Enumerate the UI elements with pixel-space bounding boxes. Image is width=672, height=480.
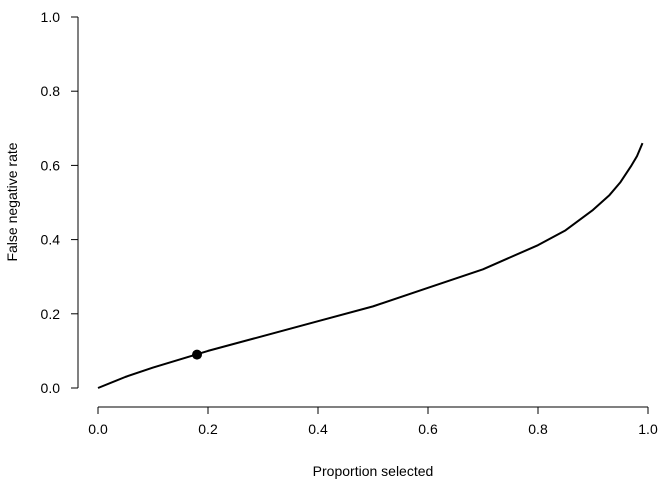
x-tick-label: 0.8 bbox=[528, 421, 548, 437]
y-tick-label: 0.4 bbox=[41, 232, 61, 248]
y-axis: 0.0 0.2 0.4 0.6 0.8 1.0 bbox=[41, 9, 79, 396]
y-tick-label: 1.0 bbox=[41, 9, 61, 25]
x-tick-label: 1.0 bbox=[638, 421, 658, 437]
x-tick-label: 0.6 bbox=[418, 421, 438, 437]
series-line bbox=[97, 142, 644, 389]
x-axis: 0.0 0.2 0.4 0.6 0.8 1.0 bbox=[88, 406, 658, 437]
y-axis-label: False negative rate bbox=[4, 142, 20, 261]
x-tick-label: 0.0 bbox=[88, 421, 108, 437]
y-tick-label: 0.0 bbox=[41, 380, 61, 396]
x-axis-label: Proportion selected bbox=[313, 463, 434, 479]
y-tick-label: 0.8 bbox=[41, 83, 61, 99]
y-tick-label: 0.6 bbox=[41, 157, 61, 173]
y-tick-label: 0.2 bbox=[41, 306, 61, 322]
x-tick-label: 0.4 bbox=[308, 421, 328, 437]
x-tick-label: 0.2 bbox=[198, 421, 218, 437]
plot-area bbox=[97, 142, 644, 389]
highlight-point bbox=[192, 349, 202, 360]
